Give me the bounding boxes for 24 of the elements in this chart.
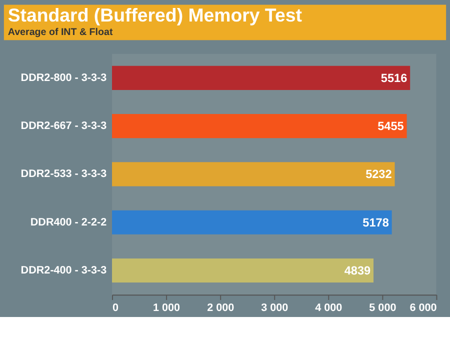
bar — [112, 114, 407, 138]
data-label: 5178 — [362, 216, 390, 230]
x-tick-label: 5 000 — [369, 302, 396, 314]
chart-subtitle: Average of INT & Float — [8, 27, 114, 38]
x-tick-label: 1 000 — [153, 302, 180, 314]
y-tick-label: DDR2-667 - 3-3-3 — [20, 120, 107, 132]
y-tick-label: DDR2-533 - 3-3-3 — [20, 168, 107, 180]
data-label: 4839 — [344, 264, 371, 278]
y-tick-label: DDR2-800 - 3-3-3 — [20, 72, 107, 84]
y-tick-label: DDR400 - 2-2-2 — [30, 216, 107, 228]
data-label: 5516 — [380, 72, 408, 85]
bar — [112, 162, 395, 186]
bar — [112, 66, 410, 90]
x-tick-label: 0 — [112, 302, 119, 314]
chart-title: Standard (Buffered) Memory Test — [8, 4, 302, 26]
data-label: 5455 — [378, 120, 404, 134]
bar — [112, 258, 374, 283]
x-tick-label: 6 000 — [410, 302, 437, 314]
x-tick-label: 4 000 — [315, 302, 342, 314]
bar — [112, 210, 392, 234]
data-label: 5232 — [366, 168, 392, 182]
x-tick-label: 3 000 — [261, 302, 288, 314]
y-tick-label: DDR2-400 - 3-3-3 — [20, 264, 107, 276]
x-tick-label: 2 000 — [207, 302, 234, 314]
